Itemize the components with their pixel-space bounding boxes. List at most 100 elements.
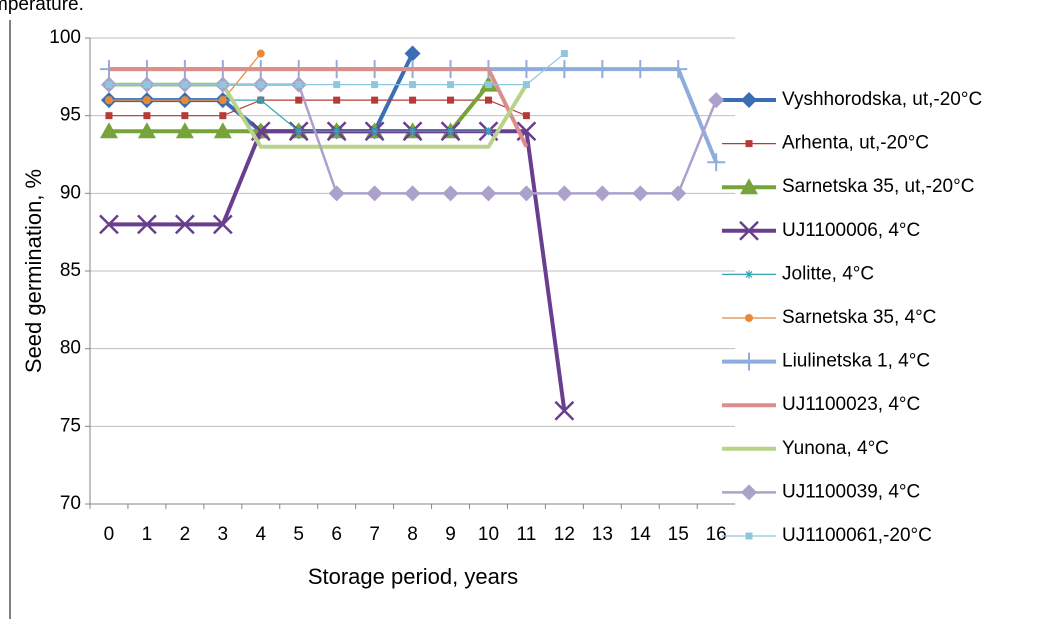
marker [745, 270, 753, 279]
marker [295, 96, 303, 104]
marker [739, 220, 759, 241]
marker [484, 96, 492, 104]
marker [142, 96, 151, 105]
marker [99, 214, 119, 235]
y-tick-label: 85 [60, 260, 81, 281]
marker [219, 81, 227, 89]
marker [370, 127, 379, 136]
legend-label: UJ1100061,-20°C [782, 525, 932, 546]
legend-label: Arhenta, ut,-20°C [782, 133, 929, 154]
y-tick-label: 100 [49, 27, 81, 48]
marker [745, 532, 753, 540]
marker [328, 185, 345, 202]
y-tick-label: 75 [60, 415, 81, 436]
legend-label: Liulinetska 1, 4°C [782, 351, 930, 372]
legend-label: Yunona, 4°C [782, 438, 889, 459]
marker [745, 140, 753, 148]
y-tick-label: 80 [60, 338, 81, 359]
marker [332, 127, 341, 136]
marker [408, 127, 417, 136]
marker [371, 96, 379, 104]
x-tick-label: 11 [517, 524, 537, 545]
marker [295, 81, 303, 89]
marker [212, 214, 233, 235]
marker [669, 60, 688, 79]
marker [593, 60, 612, 79]
marker [554, 400, 575, 421]
marker [447, 81, 455, 89]
x-tick-label: 2 [180, 524, 191, 545]
marker [143, 112, 151, 120]
marker [104, 96, 113, 105]
marker [213, 122, 232, 139]
marker [560, 50, 568, 58]
series-line [108, 67, 529, 148]
x-tick-label: 3 [218, 524, 229, 545]
marker [174, 214, 195, 235]
marker [447, 96, 455, 104]
x-tick-label: 1 [142, 524, 153, 545]
legend-label: Sarnetska 35, ut,-20°C [782, 176, 974, 197]
marker [594, 185, 611, 202]
x-tick-label: 13 [592, 524, 613, 545]
x-axis-title: Storage period, years [308, 564, 518, 589]
marker [409, 96, 417, 104]
marker [256, 49, 265, 58]
y-tick-label: 90 [60, 182, 81, 203]
x-tick-label: 0 [104, 524, 115, 545]
legend-label: Sarnetska 35, 4°C [782, 307, 936, 328]
marker [181, 112, 189, 120]
x-tick-label: 9 [445, 524, 456, 545]
marker [99, 122, 118, 139]
y-tick-label: 95 [60, 105, 81, 126]
marker [740, 178, 758, 195]
marker [522, 81, 530, 89]
marker [480, 185, 497, 202]
series-line [108, 99, 527, 117]
marker [371, 81, 379, 89]
marker [446, 127, 455, 136]
marker [707, 153, 726, 172]
x-tick-label: 10 [478, 524, 499, 545]
marker [740, 352, 758, 371]
marker [484, 81, 492, 89]
marker [143, 81, 151, 89]
y-tick-label: 70 [60, 493, 81, 514]
marker [741, 92, 757, 108]
x-tick-label: 12 [554, 524, 575, 545]
legend-label: UJ1100039, 4°C [782, 481, 920, 502]
marker [137, 214, 157, 235]
marker [518, 185, 535, 202]
marker [555, 60, 574, 79]
legend-label: Jolitte, 4°C [782, 263, 874, 284]
marker [404, 45, 421, 62]
marker [631, 60, 650, 79]
x-tick-label: 4 [255, 524, 266, 545]
marker [180, 96, 189, 105]
x-tick-label: 5 [293, 524, 304, 545]
marker [632, 185, 649, 202]
y-axis-title: Seed germination, % [21, 169, 46, 373]
marker [522, 112, 530, 120]
marker [105, 81, 113, 89]
marker [218, 96, 227, 105]
legend-label: UJ1100006, 4°C [782, 220, 920, 241]
marker [175, 122, 194, 139]
marker [484, 127, 493, 136]
marker [181, 81, 189, 89]
marker [366, 185, 383, 202]
marker [708, 92, 725, 109]
x-tick-label: 8 [407, 524, 418, 545]
marker [256, 96, 265, 105]
x-tick-label: 7 [369, 524, 380, 545]
marker [105, 112, 113, 120]
marker [294, 127, 303, 136]
marker [333, 81, 341, 89]
marker [409, 81, 417, 89]
x-tick-label: 6 [331, 524, 342, 545]
marker [442, 185, 459, 202]
marker [745, 314, 753, 322]
x-tick-label: 15 [668, 524, 689, 545]
marker [741, 484, 757, 501]
marker [257, 81, 265, 89]
